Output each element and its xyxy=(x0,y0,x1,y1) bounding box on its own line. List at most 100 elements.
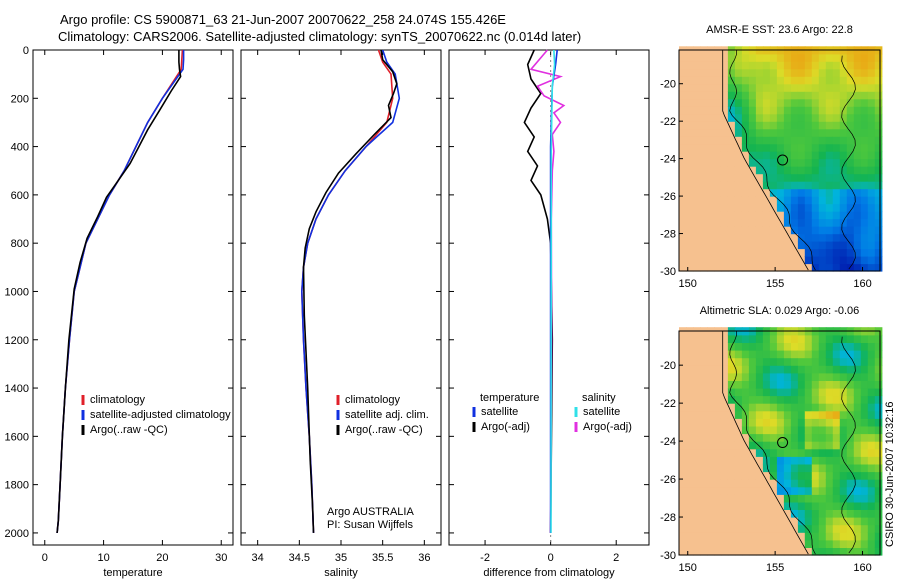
map-cell xyxy=(825,173,834,182)
map-cell xyxy=(818,233,827,242)
map-cell xyxy=(734,357,743,366)
map-cell xyxy=(846,418,855,427)
map-cell xyxy=(755,98,764,107)
map-cell xyxy=(874,387,883,397)
map-cell xyxy=(825,509,834,518)
map-cell xyxy=(769,181,778,190)
map-cell xyxy=(720,218,729,227)
map-cell xyxy=(860,76,869,85)
map-cell xyxy=(679,539,687,548)
map-cell xyxy=(818,539,827,548)
map-cell xyxy=(686,203,694,212)
map-cell xyxy=(797,218,806,227)
series-line-argo-temperature xyxy=(523,49,554,533)
map-cell xyxy=(783,158,792,167)
map-cell xyxy=(714,334,722,343)
map-cell xyxy=(679,471,687,480)
map-cell xyxy=(839,203,848,212)
map-cell xyxy=(860,486,869,495)
map-cell xyxy=(700,128,708,137)
map-cell xyxy=(874,433,883,442)
map-cell xyxy=(762,539,771,548)
map-cell xyxy=(693,547,701,556)
map-cell xyxy=(741,91,750,100)
map-cell xyxy=(804,121,813,130)
map-cell xyxy=(818,203,827,212)
map-cell xyxy=(818,61,827,70)
shelf-contour xyxy=(729,331,816,555)
map-cell xyxy=(832,83,841,92)
map-cell xyxy=(727,188,736,197)
map-cell xyxy=(776,106,785,115)
map-cell xyxy=(783,410,792,419)
map-cell xyxy=(686,539,694,548)
map-cell xyxy=(811,509,820,518)
map-cell xyxy=(755,188,764,197)
map-cell xyxy=(679,350,687,359)
map-cell xyxy=(860,372,869,381)
map-cell xyxy=(846,547,855,556)
map-cell xyxy=(839,121,848,130)
map-cell xyxy=(748,106,757,115)
map-cell xyxy=(686,233,694,242)
map-cell xyxy=(686,372,694,381)
map-cell xyxy=(832,151,841,160)
map-cell xyxy=(797,263,806,272)
map-cell xyxy=(762,380,771,389)
map-cell xyxy=(832,166,841,175)
map-cell xyxy=(686,501,694,510)
map-cell xyxy=(720,486,729,495)
map-cell xyxy=(679,128,687,137)
map-cell xyxy=(707,494,715,503)
map-cell xyxy=(755,532,764,541)
map-cell xyxy=(734,68,743,77)
map-cell xyxy=(769,494,778,503)
map-cell xyxy=(741,196,750,205)
map-cell xyxy=(741,76,750,85)
map-cell xyxy=(720,494,729,503)
map-cell xyxy=(811,211,820,220)
map-cell xyxy=(769,143,778,152)
map-cell xyxy=(811,471,820,480)
map-cell xyxy=(783,509,792,518)
map-cell xyxy=(818,342,827,351)
map-cell xyxy=(762,83,771,92)
map-cell xyxy=(874,158,883,167)
map-cell xyxy=(748,517,757,526)
map-cell xyxy=(734,61,743,70)
map-cell xyxy=(867,128,876,137)
map-cell xyxy=(825,539,834,548)
map-cell xyxy=(797,418,806,427)
map-cell xyxy=(700,441,708,450)
map-cell xyxy=(707,203,715,212)
map-cell xyxy=(839,211,848,220)
map-cell xyxy=(776,410,785,419)
map-cell xyxy=(867,218,876,227)
map-cell xyxy=(707,395,715,404)
map-cell xyxy=(762,211,771,220)
map-cell xyxy=(874,539,883,548)
map-cell xyxy=(874,181,883,190)
map-ytick-label: -20 xyxy=(660,79,676,91)
map-cell xyxy=(818,486,827,495)
map-cell xyxy=(825,158,834,167)
map-cell xyxy=(700,547,708,556)
map-cell xyxy=(693,395,701,404)
map-cell xyxy=(797,128,806,137)
map-cell xyxy=(825,448,834,457)
map-cell xyxy=(860,263,869,272)
map-cell xyxy=(686,158,694,167)
map-cell xyxy=(867,203,876,212)
map-cell xyxy=(860,357,869,366)
map-cell xyxy=(741,463,750,473)
legend-label: Argo(..raw -QC) xyxy=(345,424,423,436)
map-cell xyxy=(846,173,855,182)
map-cell xyxy=(714,83,722,92)
map-cell xyxy=(846,372,855,381)
map-cell xyxy=(797,211,806,220)
map-cell xyxy=(853,106,862,115)
map-cell xyxy=(867,91,876,100)
map-cell xyxy=(853,342,862,351)
map-cell xyxy=(867,143,876,152)
map-cell xyxy=(797,241,806,250)
